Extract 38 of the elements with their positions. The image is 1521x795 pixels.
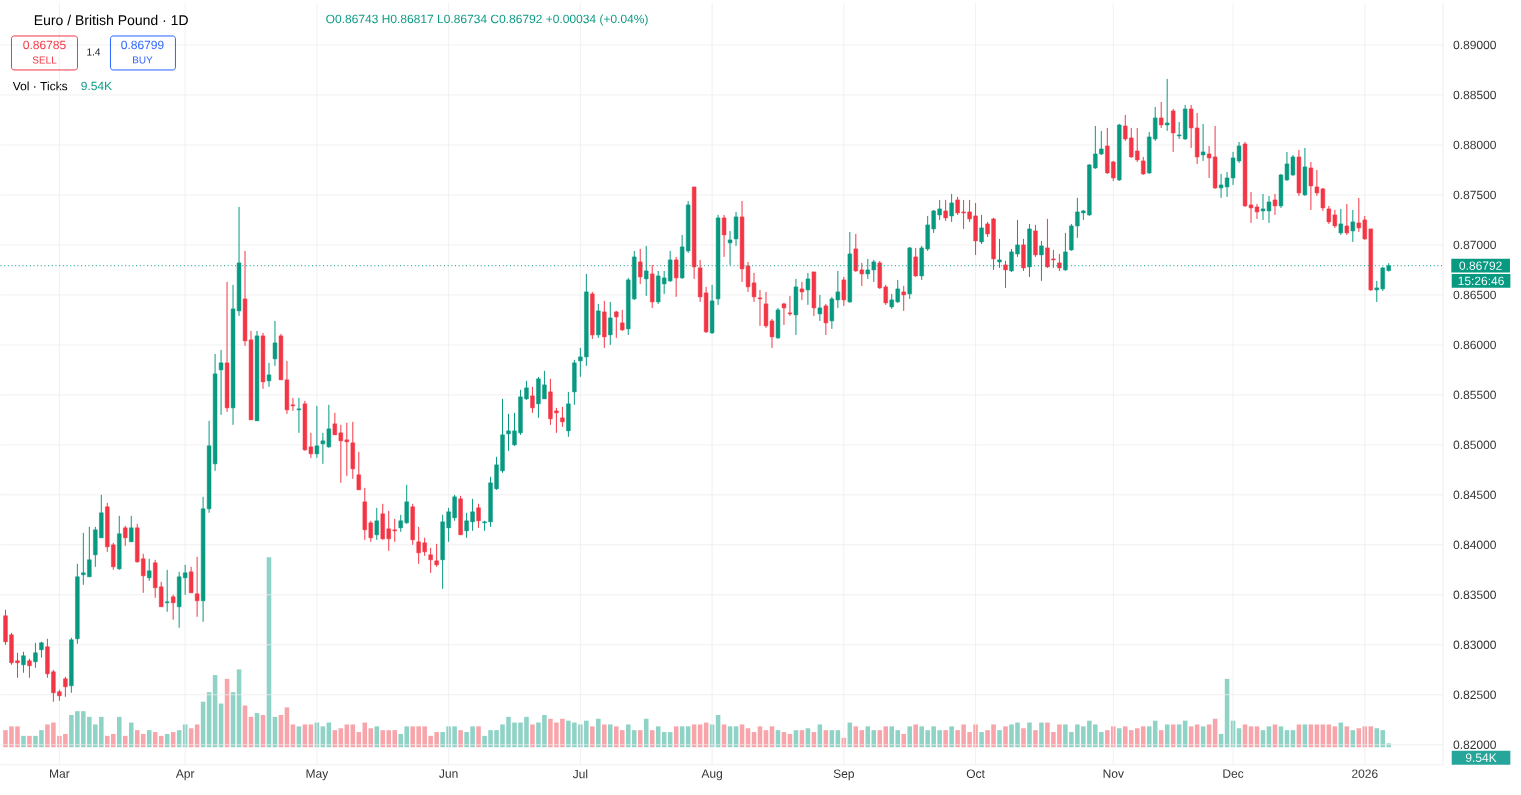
x-tick-label: Mar bbox=[50, 769, 70, 778]
y-tick-label: 0.85500 bbox=[1453, 390, 1496, 400]
ref-line-label: 0.86792 bbox=[1459, 261, 1502, 271]
annotation: 1.4 bbox=[87, 48, 101, 56]
x-tick-label: Jun bbox=[439, 769, 458, 778]
annotation: BUY bbox=[133, 56, 153, 64]
x-tick-label: Oct bbox=[966, 769, 985, 779]
x-tick-label: 2026 bbox=[1352, 769, 1378, 779]
y-tick-label: 0.86500 bbox=[1453, 290, 1496, 300]
y-tick-label: 0.88000 bbox=[1453, 140, 1496, 150]
x-tick-label: Sep bbox=[833, 769, 854, 781]
text: 15:26:46 bbox=[1458, 276, 1504, 286]
y-tick-label: 0.89000 bbox=[1453, 40, 1496, 50]
annotation: 0.86799 bbox=[121, 40, 164, 50]
y-tick-label: 0.83500 bbox=[1453, 590, 1496, 600]
y-tick-label: 0.88500 bbox=[1453, 90, 1496, 100]
x-tick-label: Jul bbox=[572, 769, 588, 779]
y-tick-label: 0.82500 bbox=[1453, 690, 1496, 700]
x-tick-label: Aug bbox=[701, 769, 722, 781]
annotation: SELL bbox=[32, 56, 57, 64]
text: O0.86743 H0.86817 L0.86734 C0.86792 +0.00034 (+0.04%) bbox=[326, 14, 648, 26]
chart-title: Vol · Ticks bbox=[12, 81, 68, 91]
y-tick-label: 0.85000 bbox=[1453, 440, 1496, 450]
x-tick-label: May bbox=[306, 769, 329, 781]
chart-subtitle: 9.54K bbox=[81, 81, 112, 91]
y-tick-label: 0.87000 bbox=[1453, 240, 1496, 250]
y-tick-label: 0.84000 bbox=[1453, 540, 1496, 550]
x-tick-label: Nov bbox=[1103, 769, 1124, 778]
x-tick-label: Apr bbox=[175, 769, 195, 781]
y-tick-label: 0.87500 bbox=[1453, 190, 1496, 200]
text: 9.54K bbox=[1465, 753, 1497, 763]
y-tick-label: 0.83000 bbox=[1453, 640, 1496, 650]
y-tick-label: 0.86000 bbox=[1453, 340, 1496, 350]
text: Euro / British Pound · 1D bbox=[34, 14, 188, 26]
y-tick-label: 0.84500 bbox=[1453, 490, 1496, 500]
x-tick-label: Dec bbox=[1223, 769, 1244, 778]
annotation: 0.86785 bbox=[23, 40, 66, 50]
y-tick-label: 0.82000 bbox=[1453, 740, 1496, 750]
